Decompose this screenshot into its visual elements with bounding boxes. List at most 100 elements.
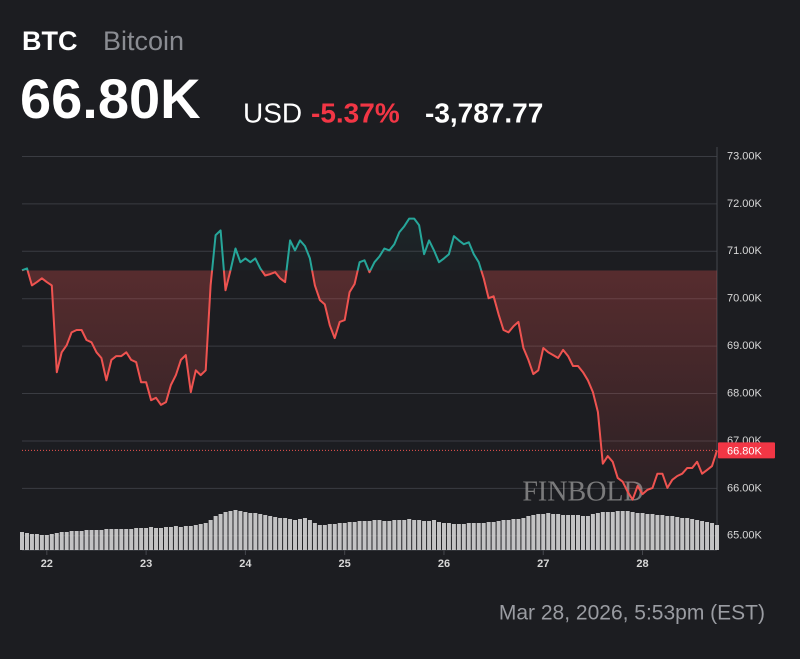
last-price-tag	[718, 442, 775, 459]
volume-bar	[188, 526, 193, 550]
volume-bar	[64, 532, 69, 550]
volume-bar	[387, 521, 392, 550]
volume-bar	[476, 523, 481, 550]
volume-bar	[104, 529, 109, 550]
volume-bar	[124, 529, 129, 550]
volume-bar	[99, 530, 104, 550]
y-tick-label: 65.00K	[727, 530, 763, 542]
volume-bar	[253, 513, 258, 550]
x-tick-label: 28	[636, 558, 648, 570]
volume-bar	[551, 514, 556, 550]
volume-bar	[675, 517, 680, 550]
volume-bar	[690, 519, 695, 550]
volume-bar	[213, 516, 218, 550]
volume-bar	[585, 516, 590, 550]
volume-bar	[615, 511, 620, 550]
volume-bar	[248, 513, 253, 550]
volume-bar	[571, 515, 576, 550]
volume-bar	[432, 520, 437, 550]
volume-bar	[427, 521, 432, 550]
volume-bar	[397, 520, 402, 550]
volume-bar	[700, 521, 705, 550]
volume-bar	[600, 512, 605, 550]
volume-bar	[337, 523, 342, 550]
volume-bar	[69, 531, 74, 550]
volume-bar	[471, 523, 476, 550]
y-tick-label: 72.00K	[727, 198, 763, 210]
volume-bar	[129, 529, 134, 550]
price: 66.80K	[20, 67, 201, 130]
volume-bar	[183, 526, 188, 550]
currency: USD	[243, 97, 302, 128]
x-tick-label: 26	[438, 558, 450, 570]
volume-bar	[114, 529, 119, 550]
volume-bar	[710, 523, 715, 550]
last-price-label: 66.80K	[727, 445, 763, 457]
volume-bar	[139, 528, 144, 550]
volume-bar	[293, 520, 298, 550]
volume-bar	[367, 521, 372, 550]
volume-bar	[506, 520, 511, 550]
volume-bar	[317, 525, 322, 550]
volume-bar	[605, 512, 610, 550]
volume-bar	[536, 514, 541, 550]
volume-bar	[576, 515, 580, 550]
volume-bar	[546, 513, 551, 550]
y-tick-label: 71.00K	[727, 245, 763, 257]
price-line	[21, 217, 718, 501]
volume-bar	[456, 524, 461, 550]
volume-bar	[203, 523, 208, 550]
volume-bar	[273, 517, 278, 550]
volume-bar	[233, 510, 238, 550]
volume-bar	[109, 529, 114, 550]
volume-bar	[640, 513, 645, 550]
volume-bar	[650, 514, 655, 550]
volume-bar	[298, 519, 302, 550]
volume-bar	[407, 519, 412, 550]
timestamp: Mar 28, 2026, 5:53pm (EST)	[499, 602, 765, 625]
volume-bar	[134, 528, 139, 550]
volume-bar	[173, 526, 178, 550]
volume-bar	[352, 522, 357, 550]
volume-bar	[705, 522, 710, 550]
volume-bar	[357, 521, 362, 550]
volume-bar	[193, 525, 198, 550]
volume-bar	[163, 527, 168, 550]
symbol: BTC	[22, 26, 78, 56]
volume-bar	[39, 535, 44, 550]
y-tick-label: 73.00K	[727, 150, 763, 162]
volume-bar	[595, 513, 600, 550]
volume-bar	[283, 518, 288, 550]
volume-bar	[243, 512, 248, 550]
volume-bar	[715, 525, 719, 550]
volume-bar	[119, 529, 124, 550]
volume-bar	[268, 516, 273, 550]
volume-bar	[402, 520, 407, 550]
volume-bar	[481, 523, 486, 550]
volume-bar	[332, 524, 337, 550]
volume-bar	[665, 516, 670, 550]
volume-bar	[302, 518, 307, 550]
volume-bar	[144, 528, 149, 550]
volume-bar	[49, 534, 54, 550]
volume-bar	[372, 520, 377, 550]
volume-bar	[54, 533, 59, 550]
volume-bar	[446, 523, 451, 550]
volume-bar	[670, 516, 675, 550]
volume-bar	[278, 518, 283, 550]
volume-bar	[263, 515, 268, 550]
volume-bar	[645, 514, 650, 550]
volume-bar	[327, 524, 332, 550]
volume-bar	[417, 520, 422, 550]
x-tick-label: 24	[239, 558, 252, 570]
volume-bar	[566, 515, 571, 550]
volume-bar	[29, 534, 34, 550]
volume-bar	[362, 521, 367, 550]
asset-name: Bitcoin	[103, 26, 184, 56]
volume-bar	[531, 515, 536, 550]
volume-bar	[347, 522, 352, 550]
y-tick-label: 68.00K	[727, 387, 763, 399]
volume-bar	[590, 514, 595, 550]
volume-bar	[382, 521, 387, 550]
